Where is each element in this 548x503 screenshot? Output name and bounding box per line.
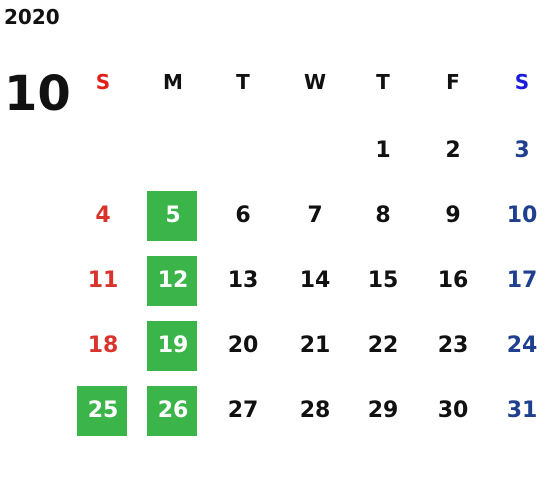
month: 10 [4,66,71,122]
day-number: 2 [445,138,461,163]
day-number: 20 [227,333,259,358]
day-number: 26 [157,398,189,423]
day-number: 17 [506,268,538,293]
day-number: 8 [375,203,391,228]
day-number: 1 [375,138,391,163]
highlight-box [147,386,197,436]
day-number: 14 [299,268,331,293]
day-number: 7 [307,203,323,228]
day-number: 19 [157,333,189,358]
day-number: 11 [87,268,119,293]
day-number: 18 [87,333,119,358]
day-number: 13 [227,268,259,293]
weekday-label: T [376,70,390,94]
day-number: 12 [157,268,189,293]
day-number: 24 [506,333,538,358]
highlight-box [147,321,197,371]
weekday-label: S [95,70,111,94]
day-number: 29 [367,398,399,423]
day-number: 27 [227,398,259,423]
day-number: 31 [506,398,538,423]
day-number: 6 [235,203,251,228]
day-number: 15 [367,268,399,293]
day-number: 3 [514,138,530,163]
weekday-label: M [163,70,183,94]
weekday-label: S [514,70,530,94]
day-number: 9 [445,203,461,228]
weekday-label: T [236,70,250,94]
day-number: 21 [299,333,331,358]
highlight-box [147,191,197,241]
weekday-label: W [303,70,327,94]
day-number: 30 [437,398,469,423]
day-number: 28 [299,398,331,423]
day-number: 22 [367,333,399,358]
day-number: 5 [165,203,181,228]
day-number: 4 [95,203,111,228]
day-number: 16 [437,268,469,293]
weekday-label: F [446,70,460,94]
day-number: 25 [87,398,119,423]
day-number: 10 [506,203,538,228]
year: 2020 [4,5,60,29]
highlight-box [147,256,197,306]
highlight-box [77,386,127,436]
day-number: 23 [437,333,469,358]
